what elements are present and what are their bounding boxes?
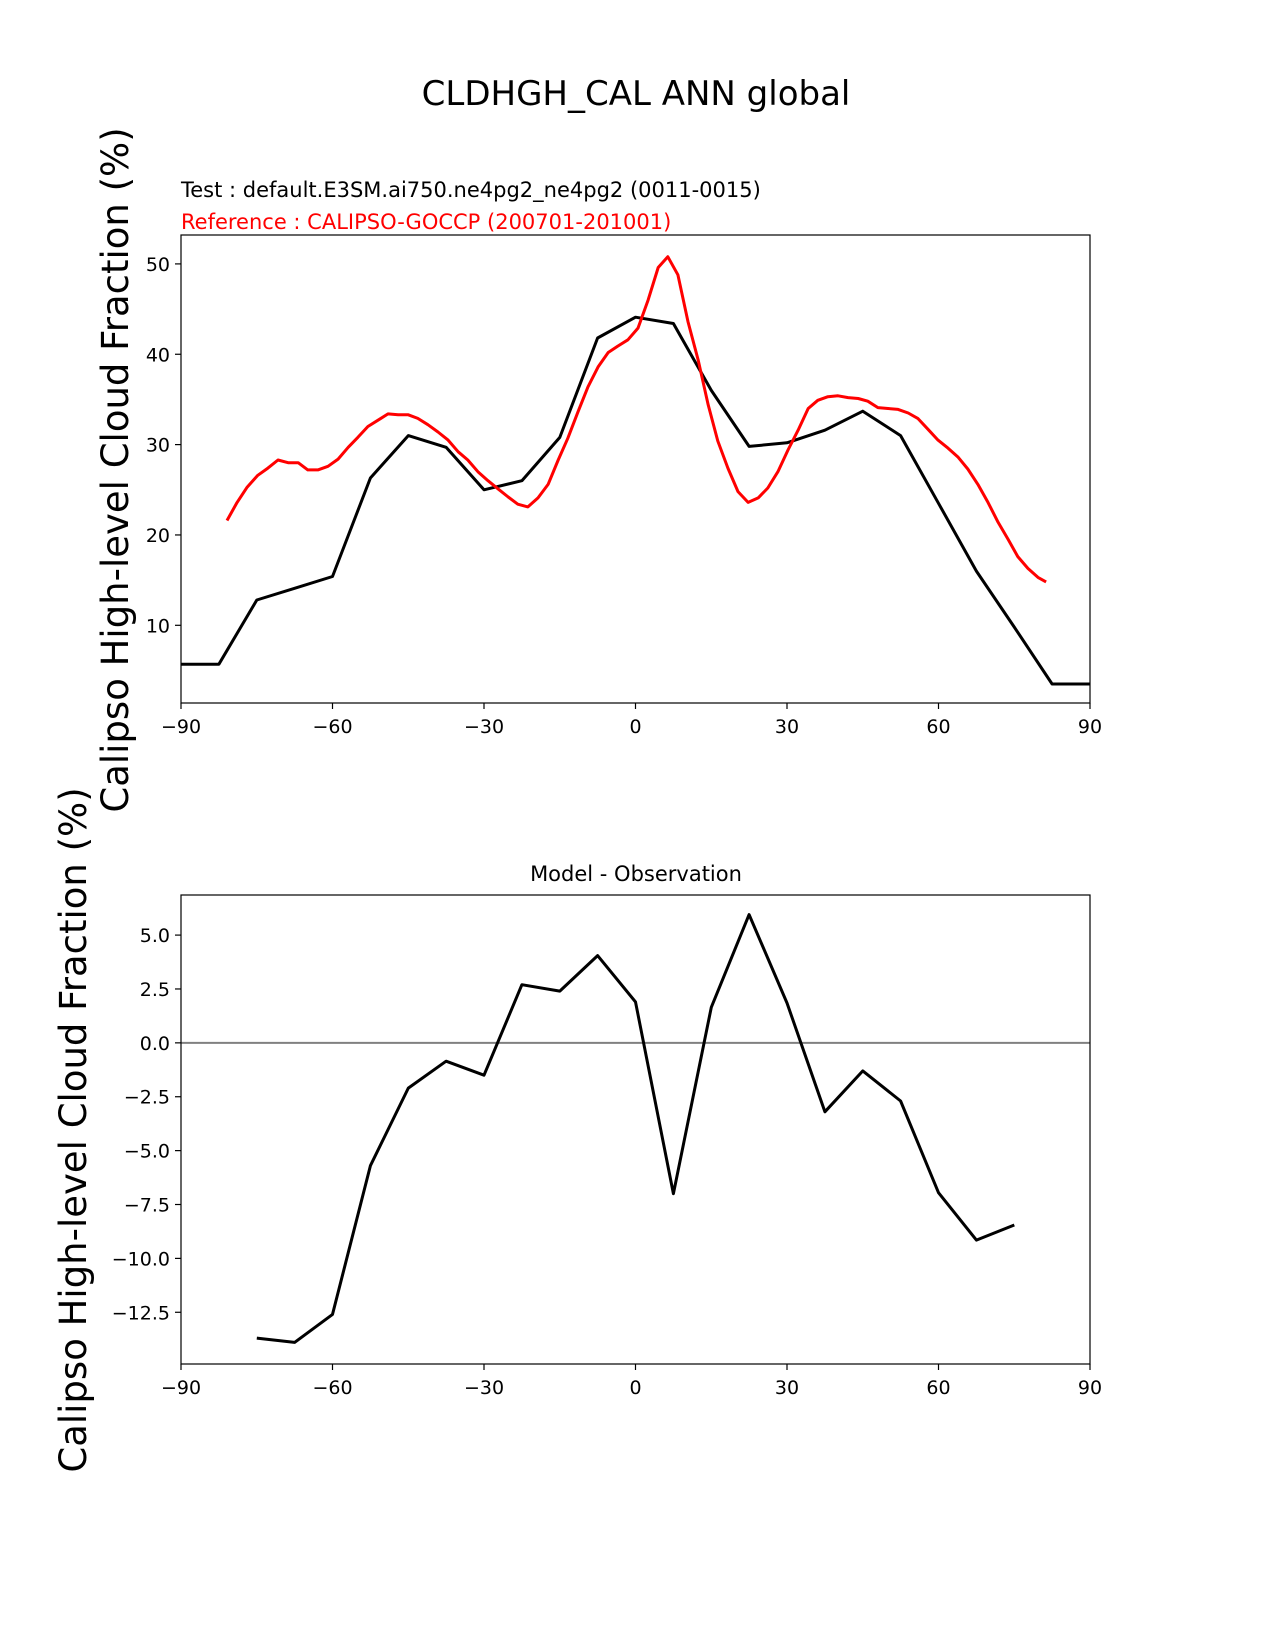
x-tick-label: 60 — [926, 1377, 950, 1399]
x-tick-label: 90 — [1078, 1377, 1102, 1399]
y-tick-label: 40 — [146, 344, 170, 366]
x-tick-label: 30 — [775, 1377, 799, 1399]
y-tick-label: 0.0 — [140, 1033, 170, 1055]
x-tick-label: 0 — [629, 1377, 641, 1399]
y-tick-label: 2.5 — [140, 979, 170, 1001]
bottom-y-axis-label: Calipso High-level Cloud Fraction (%) — [52, 787, 95, 1472]
series-line-test — [181, 315, 1090, 686]
x-tick-label: 60 — [926, 716, 950, 738]
x-tick-label: −90 — [161, 1377, 201, 1399]
plot-frame — [180, 894, 1091, 1365]
x-tick-label: −90 — [161, 716, 201, 738]
y-tick-label: 30 — [146, 435, 170, 457]
y-tick-label: 5.0 — [140, 925, 170, 947]
y-tick-label: −2.5 — [124, 1087, 170, 1109]
x-tick-label: −60 — [312, 1377, 352, 1399]
y-tick-label: −10.0 — [112, 1248, 170, 1270]
y-tick-label: 20 — [146, 525, 170, 547]
series-line-reference — [225, 255, 1047, 584]
x-tick-label: 90 — [1078, 716, 1102, 738]
top-y-axis-label: Calipso High-level Cloud Fraction (%) — [94, 127, 137, 812]
x-tick-label: 30 — [775, 716, 799, 738]
top-plot: −90 −60 −30 0 30 60 90 10 20 30 40 50 — [146, 234, 1102, 738]
y-tick-label: −7.5 — [124, 1195, 170, 1217]
difference-plot: −90 −60 −30 0 30 60 90 5.0 2.5 0.0 −2.5 −5.0 −7.5 −10… — [112, 894, 1102, 1399]
x-tick-label: −30 — [464, 1377, 504, 1399]
y-tick-label: −5.0 — [124, 1141, 170, 1163]
y-tick-label: −12.5 — [112, 1302, 170, 1324]
x-tick-label: 0 — [629, 716, 641, 738]
test-label: Test : default.E3SM.ai750.ne4pg2_ne4pg2 … — [180, 178, 761, 203]
y-tick-label: 50 — [146, 254, 170, 276]
x-tick-label: −60 — [312, 716, 352, 738]
x-tick-label: −30 — [464, 716, 504, 738]
reference-label: Reference : CALIPSO-GOCCP (200701-201001… — [181, 210, 671, 234]
series-line-difference — [256, 913, 1015, 1344]
figure-title: CLDHGH_CAL ANN global — [422, 74, 851, 114]
bottom-title: Model - Observation — [530, 862, 742, 886]
y-tick-label: 10 — [146, 615, 170, 637]
